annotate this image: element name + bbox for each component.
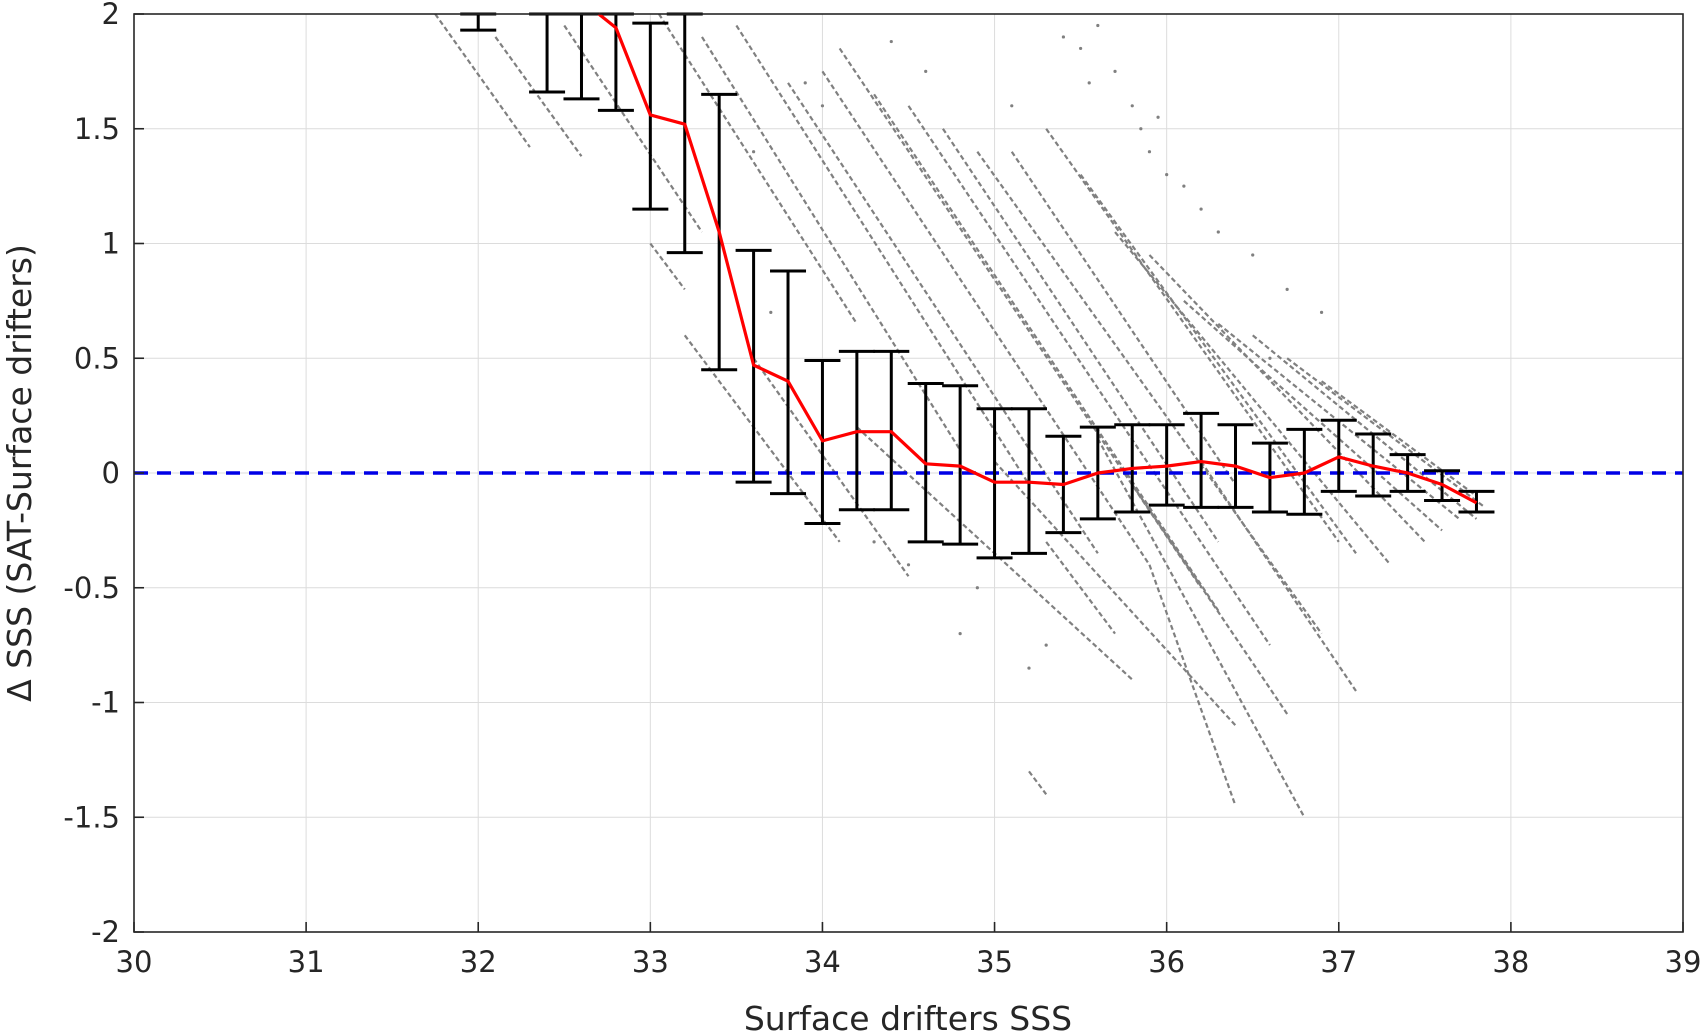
scatter-segment	[434, 13, 531, 148]
x-tick-label: 32	[460, 945, 497, 979]
scatter-segment	[1320, 380, 1478, 497]
scatter-point	[1199, 207, 1203, 211]
y-axis-title: Δ SSS (SAT-Surface drifters)	[0, 244, 39, 702]
scatter-segment	[1028, 770, 1048, 795]
scatter-point	[1044, 643, 1048, 647]
scatter-segment	[649, 242, 686, 291]
scatter-point	[1139, 127, 1143, 131]
scatter-segment	[1131, 483, 1289, 715]
x-axis: 30 31 32 33 34 35 36 37 38 39	[116, 922, 1702, 979]
scatter-segment	[907, 105, 1271, 646]
y-tick-label: 2	[102, 0, 120, 31]
scatter-segment	[735, 24, 1030, 486]
scatter-point	[1130, 104, 1134, 108]
scatter-point	[1027, 666, 1031, 670]
scatter-segment	[1183, 300, 1443, 532]
scatter-segment	[563, 24, 703, 233]
y-tick-label: 0.5	[74, 341, 120, 375]
x-tick-label: 37	[1320, 945, 1357, 979]
x-axis-title: Surface drifters SSS	[744, 999, 1072, 1031]
scatter-segment	[1079, 174, 1357, 554]
scatter-point	[752, 150, 756, 154]
x-tick-label: 30	[116, 945, 153, 979]
scatter-point	[1182, 184, 1186, 188]
scatter-segment	[942, 128, 1220, 543]
scatter-point	[975, 586, 979, 590]
x-tick-label: 38	[1492, 945, 1529, 979]
y-tick-label: -2	[91, 915, 120, 949]
y-axis: 2 1.5 1 0.5 0 -0.5 -1 -1.5 -2	[63, 0, 144, 949]
scatter-point	[1113, 69, 1117, 73]
scatter-segment	[976, 151, 1323, 635]
scatter-segment	[658, 13, 858, 325]
x-tick-label: 39	[1665, 945, 1702, 979]
x-tick-label: 35	[976, 945, 1013, 979]
scatter-segment	[1148, 564, 1237, 807]
scatter-segment	[1010, 151, 1237, 486]
scatter-point	[1319, 310, 1324, 314]
scatter-segment	[494, 36, 583, 157]
scatter-segment	[821, 70, 1151, 566]
scatter-point	[1010, 104, 1014, 108]
scatter-segment	[993, 460, 1237, 727]
y-tick-label: -0.5	[63, 571, 120, 605]
y-tick-label: 1	[102, 227, 120, 261]
scatter-segment	[1200, 460, 1357, 692]
scatter-segment	[1045, 541, 1116, 635]
x-tick-label: 34	[804, 945, 841, 979]
scatter-segment	[1045, 128, 1340, 543]
scatter-point	[1079, 46, 1083, 51]
scatter-segment	[701, 36, 962, 451]
x-tick-label: 33	[632, 945, 669, 979]
scatter-point	[889, 39, 893, 44]
scatter-point	[1251, 253, 1255, 257]
scatter-point	[820, 104, 825, 108]
scatter-point	[872, 540, 876, 544]
y-tick-label: -1.5	[63, 800, 120, 834]
scatter-segment	[838, 47, 1203, 589]
scatter-point	[1268, 356, 1272, 360]
y-tick-label: 1.5	[74, 112, 120, 146]
scatter-segment	[787, 82, 1099, 554]
scatter-point	[1165, 173, 1169, 177]
x-tick-label: 36	[1148, 945, 1185, 979]
scatter-point	[906, 563, 911, 567]
y-tick-label: 0	[102, 456, 120, 490]
scatter-point	[1147, 150, 1152, 154]
scatter-point	[958, 632, 962, 636]
scatter-point	[1061, 35, 1065, 39]
scatter-segment	[752, 357, 910, 577]
scatter-point	[924, 69, 928, 73]
scatter-point	[803, 81, 807, 85]
scatter-point	[769, 310, 773, 314]
scatter-point	[1216, 230, 1220, 234]
scatter-point	[1087, 81, 1091, 85]
x-tick-label: 31	[288, 945, 325, 979]
scatter-segment	[1252, 334, 1478, 520]
y-tick-label: -1	[91, 686, 120, 720]
scatter-point	[1096, 23, 1100, 28]
scatter-point	[1285, 287, 1289, 291]
scatter-point	[1156, 115, 1160, 119]
scatter-segment	[1148, 254, 1426, 543]
mean-line	[597, 12, 1478, 505]
